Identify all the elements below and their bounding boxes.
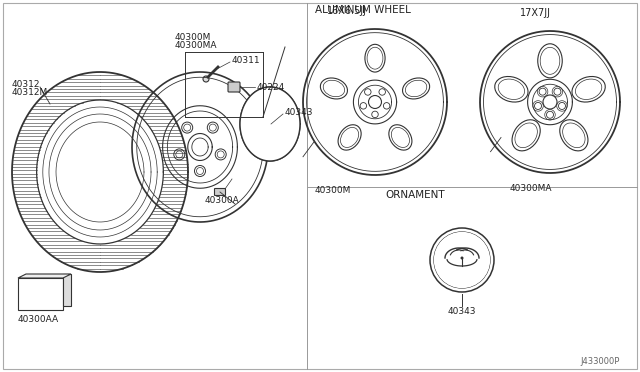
Polygon shape	[18, 274, 71, 278]
Text: J433000P: J433000P	[580, 357, 620, 366]
FancyBboxPatch shape	[228, 82, 240, 92]
FancyBboxPatch shape	[214, 189, 225, 196]
Ellipse shape	[538, 44, 563, 78]
Text: 40312M: 40312M	[12, 87, 48, 96]
Text: 40300M: 40300M	[175, 32, 211, 42]
Text: 40343: 40343	[448, 308, 477, 317]
Circle shape	[543, 95, 557, 109]
Text: 40343: 40343	[285, 108, 314, 116]
Bar	[63, 274, 71, 306]
Circle shape	[434, 232, 490, 288]
Text: 40300MA: 40300MA	[175, 41, 218, 49]
Circle shape	[461, 257, 463, 260]
Ellipse shape	[389, 125, 412, 150]
Ellipse shape	[365, 44, 385, 72]
Text: 17X7JJ: 17X7JJ	[520, 8, 550, 18]
Circle shape	[559, 102, 566, 109]
Ellipse shape	[512, 120, 540, 151]
Circle shape	[383, 103, 390, 109]
Ellipse shape	[338, 125, 361, 150]
Bar	[18, 278, 63, 310]
Text: 40312: 40312	[12, 80, 40, 89]
Text: 40300AA: 40300AA	[18, 315, 59, 324]
Circle shape	[539, 88, 546, 95]
Polygon shape	[240, 87, 300, 161]
Circle shape	[534, 102, 541, 109]
Text: 40300A: 40300A	[205, 196, 240, 205]
Ellipse shape	[495, 77, 528, 102]
Circle shape	[369, 96, 381, 109]
Circle shape	[360, 103, 367, 109]
Text: 40224: 40224	[257, 83, 285, 92]
Text: 16X6.5JJ: 16X6.5JJ	[327, 6, 367, 16]
Text: 40300MA: 40300MA	[510, 183, 552, 192]
Circle shape	[365, 89, 371, 95]
Circle shape	[547, 111, 554, 118]
Circle shape	[379, 89, 385, 95]
Text: 40311: 40311	[232, 55, 260, 64]
Circle shape	[372, 111, 378, 118]
Ellipse shape	[403, 78, 429, 99]
Circle shape	[554, 88, 561, 95]
Text: ALUMINUM WHEEL: ALUMINUM WHEEL	[315, 5, 411, 15]
Ellipse shape	[560, 120, 588, 151]
Text: ORNAMENT: ORNAMENT	[385, 190, 445, 200]
Ellipse shape	[572, 77, 605, 102]
Text: 40300M: 40300M	[315, 186, 351, 195]
Circle shape	[203, 76, 209, 82]
Ellipse shape	[321, 78, 348, 99]
